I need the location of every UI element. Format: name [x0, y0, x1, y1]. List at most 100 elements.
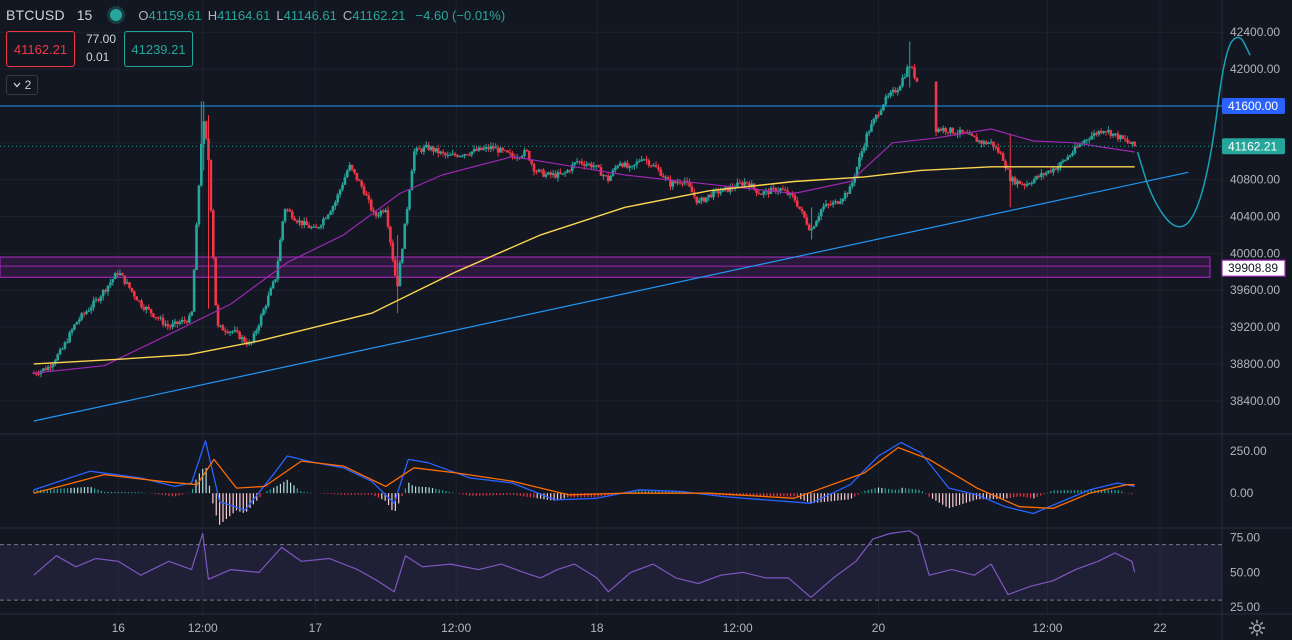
- candle[interactable]: [1004, 161, 1007, 169]
- candle[interactable]: [159, 317, 162, 319]
- candle[interactable]: [843, 192, 847, 199]
- candle[interactable]: [970, 133, 974, 136]
- candle[interactable]: [903, 76, 907, 78]
- candle[interactable]: [748, 183, 751, 188]
- candle[interactable]: [977, 140, 981, 142]
- candle[interactable]: [719, 191, 722, 194]
- candle[interactable]: [551, 173, 555, 175]
- candle[interactable]: [772, 187, 775, 189]
- candle[interactable]: [109, 282, 112, 286]
- candle[interactable]: [341, 184, 344, 190]
- candle[interactable]: [121, 273, 124, 276]
- candle[interactable]: [317, 227, 320, 229]
- candle[interactable]: [1025, 183, 1029, 186]
- candle[interactable]: [996, 147, 1000, 153]
- candle[interactable]: [424, 144, 428, 148]
- interval-label[interactable]: 15: [76, 7, 93, 23]
- candle[interactable]: [896, 90, 900, 93]
- candle[interactable]: [1104, 131, 1108, 133]
- candle[interactable]: [75, 321, 79, 325]
- candle[interactable]: [1121, 135, 1125, 139]
- candle[interactable]: [563, 172, 567, 174]
- candle[interactable]: [369, 199, 373, 211]
- candle[interactable]: [468, 154, 471, 156]
- candle[interactable]: [874, 114, 878, 120]
- candle[interactable]: [951, 127, 955, 134]
- candle[interactable]: [350, 164, 354, 170]
- candle[interactable]: [716, 189, 720, 194]
- candle[interactable]: [1052, 168, 1055, 173]
- candle[interactable]: [140, 300, 143, 308]
- candle[interactable]: [606, 175, 610, 182]
- candle[interactable]: [884, 96, 888, 105]
- candle[interactable]: [492, 146, 495, 149]
- candle[interactable]: [1018, 180, 1022, 184]
- candle[interactable]: [209, 159, 213, 211]
- candle[interactable]: [894, 89, 897, 93]
- candle[interactable]: [807, 224, 811, 231]
- candle[interactable]: [1092, 133, 1096, 136]
- candle[interactable]: [836, 201, 840, 204]
- candle[interactable]: [812, 226, 816, 229]
- candle[interactable]: [1056, 166, 1060, 170]
- candle[interactable]: [267, 295, 270, 306]
- candle[interactable]: [231, 331, 234, 333]
- candle[interactable]: [1097, 131, 1101, 135]
- candle[interactable]: [774, 188, 778, 193]
- candle[interactable]: [695, 196, 699, 203]
- candle[interactable]: [238, 331, 241, 340]
- candle[interactable]: [889, 92, 892, 96]
- candle[interactable]: [858, 157, 861, 167]
- candle[interactable]: [800, 208, 804, 212]
- candle[interactable]: [77, 319, 81, 322]
- sell-button[interactable]: 41162.21: [6, 31, 75, 67]
- candle[interactable]: [429, 146, 433, 150]
- candle[interactable]: [111, 279, 115, 283]
- candle[interactable]: [520, 155, 524, 158]
- candle[interactable]: [573, 162, 576, 165]
- candle[interactable]: [144, 306, 148, 310]
- candle[interactable]: [281, 221, 284, 240]
- candle[interactable]: [480, 147, 483, 150]
- candle[interactable]: [805, 217, 809, 225]
- candle[interactable]: [460, 155, 464, 157]
- candle[interactable]: [525, 150, 529, 152]
- candle[interactable]: [937, 128, 940, 132]
- candle[interactable]: [496, 147, 500, 153]
- candle[interactable]: [472, 149, 476, 152]
- candle[interactable]: [211, 210, 215, 258]
- candle[interactable]: [882, 104, 885, 111]
- candle[interactable]: [673, 181, 677, 183]
- candle[interactable]: [176, 321, 179, 324]
- candle[interactable]: [1073, 146, 1077, 153]
- candle[interactable]: [185, 321, 189, 323]
- candle[interactable]: [408, 190, 411, 210]
- candle[interactable]: [570, 164, 574, 171]
- candle[interactable]: [422, 147, 426, 152]
- candle[interactable]: [721, 188, 725, 192]
- candle[interactable]: [649, 165, 653, 167]
- candle[interactable]: [1087, 139, 1091, 141]
- candle[interactable]: [879, 110, 883, 115]
- candle[interactable]: [891, 89, 895, 93]
- candle[interactable]: [326, 214, 330, 219]
- candle[interactable]: [178, 322, 182, 324]
- candle[interactable]: [32, 373, 36, 375]
- candle[interactable]: [503, 150, 507, 152]
- candle[interactable]: [824, 203, 828, 207]
- candle[interactable]: [271, 281, 275, 289]
- candle[interactable]: [384, 210, 387, 212]
- candle[interactable]: [1095, 133, 1098, 135]
- candle[interactable]: [707, 194, 711, 198]
- candle[interactable]: [348, 164, 352, 171]
- candle[interactable]: [180, 320, 184, 323]
- candle[interactable]: [901, 77, 904, 86]
- candle[interactable]: [941, 128, 945, 131]
- candle[interactable]: [223, 330, 227, 332]
- candle[interactable]: [183, 320, 186, 322]
- candle[interactable]: [372, 210, 375, 212]
- candle[interactable]: [125, 282, 129, 284]
- candle[interactable]: [817, 216, 821, 222]
- candle[interactable]: [1037, 175, 1041, 177]
- candle[interactable]: [65, 342, 69, 344]
